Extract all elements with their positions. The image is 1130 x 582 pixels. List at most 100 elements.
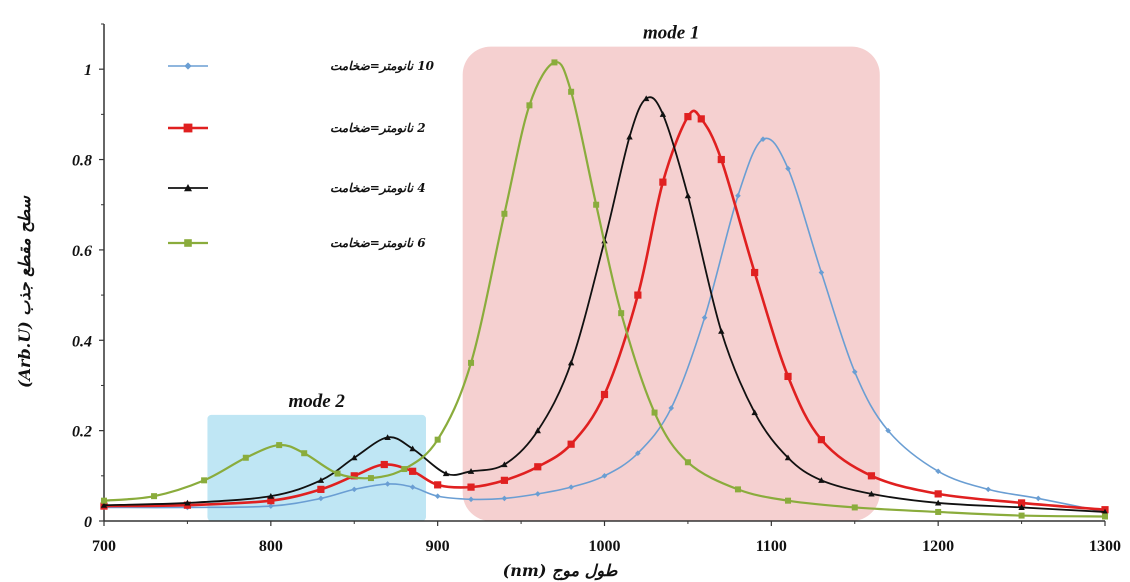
data-point xyxy=(868,490,875,497)
data-point xyxy=(351,454,358,461)
legend-label: 10 نانومتر=ضخامت xyxy=(330,59,435,74)
data-point xyxy=(534,491,541,497)
legend-swatch-marker xyxy=(184,184,192,192)
region-mode-1 xyxy=(462,46,880,521)
data-point xyxy=(501,210,508,217)
x-axis-label: طول موج (nm) xyxy=(503,561,619,581)
region-mode-2 xyxy=(207,414,426,521)
series-line-4 xyxy=(103,60,1106,518)
y-tick-label-0: 0 xyxy=(84,514,92,531)
data-point xyxy=(101,497,107,504)
data-point xyxy=(684,113,692,121)
data-point xyxy=(567,440,575,448)
legend-swatch-marker xyxy=(184,62,192,70)
data-point xyxy=(934,499,942,506)
data-point xyxy=(734,486,741,493)
y-tick-label-0.4: 0.4 xyxy=(72,333,92,350)
data-point xyxy=(1102,513,1108,520)
legend-label: 2 نانومتر=ضخامت xyxy=(330,121,426,136)
data-point xyxy=(468,496,474,503)
data-point xyxy=(567,359,575,366)
x-tick-label-1100: 1100 xyxy=(756,538,787,555)
data-point xyxy=(534,463,542,471)
data-point xyxy=(785,165,791,172)
y-tick-label-0.6: 0.6 xyxy=(72,243,92,260)
data-point xyxy=(568,88,575,95)
data-point xyxy=(334,470,341,477)
data-point xyxy=(1035,495,1042,502)
data-point xyxy=(935,508,942,515)
data-point xyxy=(409,484,416,490)
data-point xyxy=(659,111,667,117)
data-point xyxy=(985,486,992,493)
region-label-mode-2: mode 2 xyxy=(288,391,345,412)
x-tick-label-1300: 1300 xyxy=(1089,538,1121,555)
legend-item-3: 4 نانومتر=ضخامت xyxy=(168,181,426,196)
data-point xyxy=(151,493,158,500)
data-point xyxy=(818,269,825,276)
data-point xyxy=(851,369,858,375)
data-point xyxy=(659,178,667,186)
data-point xyxy=(201,477,208,484)
data-point xyxy=(100,501,108,508)
data-point xyxy=(409,467,417,475)
data-point xyxy=(467,468,475,474)
data-point xyxy=(701,314,708,321)
legend-label: 6 نانومتر=ضخامت xyxy=(330,236,426,251)
data-point xyxy=(751,409,758,416)
data-point xyxy=(384,481,391,487)
data-point xyxy=(434,436,441,443)
series-4 xyxy=(101,59,1108,520)
data-point xyxy=(1018,504,1025,511)
data-point xyxy=(601,473,608,479)
data-point xyxy=(697,115,705,123)
legend-item-1: 10 نانومتر=ضخامت xyxy=(168,59,435,74)
x-tick-label-700: 700 xyxy=(92,538,116,555)
data-point xyxy=(651,409,658,416)
data-point xyxy=(468,359,475,366)
legend-item-2: 2 نانومتر=ضخامت xyxy=(168,121,426,136)
data-point xyxy=(600,390,609,399)
x-tick-label-1000: 1000 xyxy=(589,538,621,555)
legend-swatch-marker xyxy=(183,123,193,133)
data-point xyxy=(501,495,508,502)
data-point xyxy=(384,434,391,440)
data-point xyxy=(735,192,741,199)
data-point xyxy=(684,459,691,466)
data-point xyxy=(534,427,541,434)
y-tick-label-0.8: 0.8 xyxy=(72,153,92,170)
data-point xyxy=(626,133,633,140)
data-point xyxy=(318,495,324,502)
data-point xyxy=(317,477,325,483)
data-point xyxy=(501,461,508,468)
data-point xyxy=(434,481,442,489)
data-point xyxy=(784,372,792,381)
data-point xyxy=(751,268,759,277)
data-point xyxy=(934,490,942,498)
data-point xyxy=(551,59,558,66)
x-tick-label-900: 900 xyxy=(426,538,450,555)
data-point xyxy=(760,136,766,143)
data-point xyxy=(684,192,692,199)
data-point xyxy=(409,445,416,452)
axes: 700 800 900 1000 1100 1200 1300 0 0.2 0.4 0.6 0.8 1 xyxy=(72,23,1121,555)
y-tick-label-1: 1 xyxy=(84,62,92,79)
legend: 10 نانومتر=ضخامت 2 نانومتر=ضخامت 4 نانومتر… xyxy=(168,59,435,251)
data-point xyxy=(717,155,725,164)
data-point xyxy=(885,427,891,434)
data-point xyxy=(935,468,941,475)
data-point xyxy=(526,102,533,109)
y-axis-label: سطح مقطع جذب (Arb.U) xyxy=(15,195,35,388)
data-point xyxy=(643,95,650,102)
legend-item-4: 6 نانومتر=ضخامت xyxy=(168,236,426,251)
series-1 xyxy=(101,136,1108,515)
data-point xyxy=(317,485,325,493)
legend-label: 4 نانومتر=ضخامت xyxy=(330,181,426,196)
data-point xyxy=(568,484,574,490)
data-point xyxy=(184,499,191,506)
data-point xyxy=(401,466,408,473)
data-point xyxy=(635,450,641,457)
data-point xyxy=(434,493,441,499)
region-label-mode-1: mode 1 xyxy=(643,23,699,44)
